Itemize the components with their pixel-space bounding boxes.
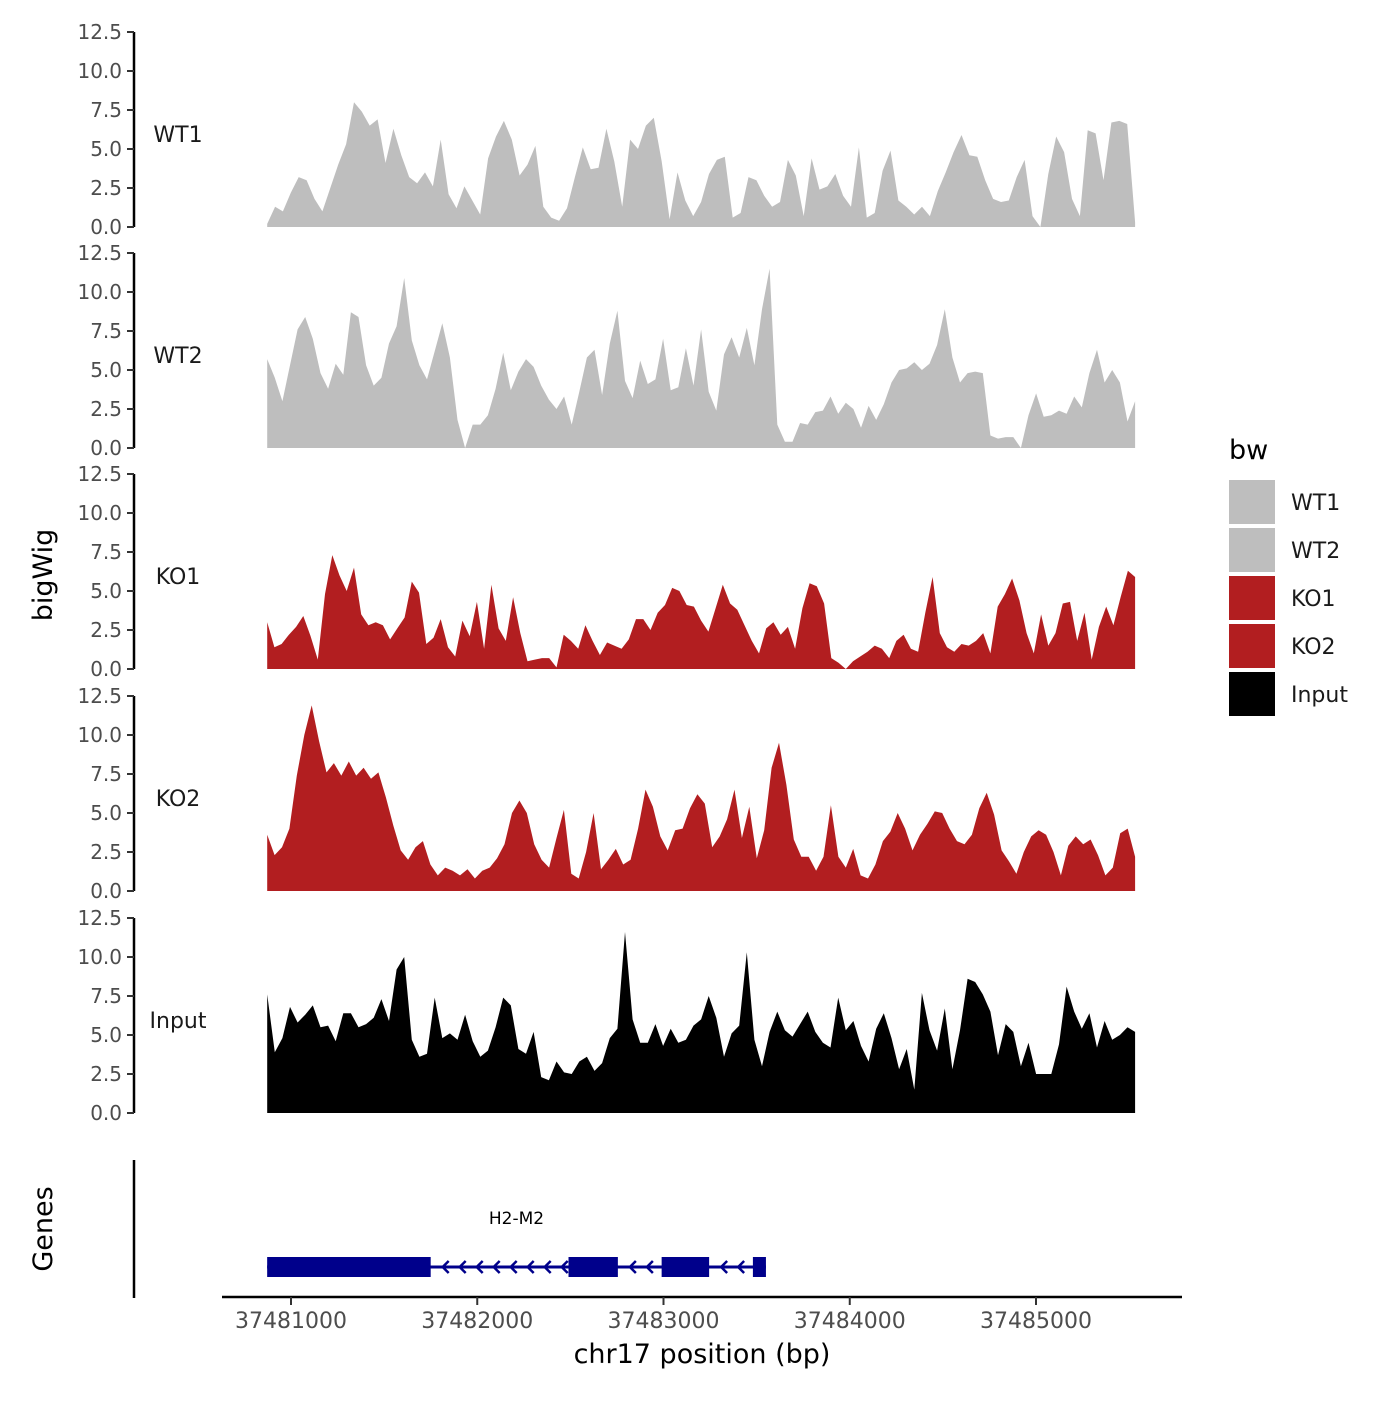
y-tick-label: 0.0 (90, 215, 122, 239)
legend-label-wt1: WT1 (1291, 491, 1340, 516)
y-tick-label: 12.5 (77, 906, 122, 930)
x-axis: chr17 position (bp) 37481000 37482000 3748… (222, 1295, 1182, 1370)
y-tick-label: 7.5 (90, 984, 122, 1008)
strand-arrow (628, 1260, 637, 1274)
y-axis-title: bigWig (28, 529, 59, 622)
area-ko2 (267, 705, 1136, 891)
y-tick-label: 2.5 (90, 176, 122, 200)
area-input (267, 932, 1136, 1113)
track-wt2: 0.0 2.5 5.0 7.5 10.0 12.5 WT2 (77, 241, 1136, 460)
y-tick-label: 7.5 (90, 319, 122, 343)
strand-arrow (491, 1260, 501, 1274)
x-tick-label: 37483000 (608, 1309, 720, 1334)
strand-arrow (719, 1260, 729, 1274)
strand-arrow (736, 1260, 746, 1274)
strand-arrow (508, 1260, 518, 1274)
y-tick-label: 10.0 (77, 501, 122, 525)
y-tick-label: 2.5 (90, 618, 122, 642)
legend-key-ko1 (1229, 576, 1275, 620)
y-tick-label: 5.0 (90, 1023, 122, 1047)
area-ko1 (267, 555, 1136, 669)
y-tick-label: 12.5 (77, 684, 122, 708)
area-wt2 (267, 268, 1136, 448)
gene-exon (661, 1257, 710, 1277)
track-label-wt2: WT2 (153, 344, 202, 369)
y-tick-label: 10.0 (77, 59, 122, 83)
x-tick-label: 37484000 (794, 1309, 906, 1334)
track-label-ko2: KO2 (156, 787, 201, 812)
strand-arrow (457, 1260, 467, 1274)
gene-track-title: Genes (28, 1186, 59, 1271)
y-tick-label: 0.0 (90, 657, 122, 681)
gene-exon (568, 1257, 618, 1277)
y-tick-label: 10.0 (77, 723, 122, 747)
y-tick-label: 12.5 (77, 20, 122, 44)
y-tick-label: 12.5 (77, 241, 122, 265)
y-tick-label: 7.5 (90, 762, 122, 786)
y-tick-label: 10.0 (77, 945, 122, 969)
legend-label-ko1: KO1 (1291, 587, 1336, 612)
legend-label-ko2: KO2 (1291, 635, 1336, 660)
y-tick-label: 5.0 (90, 579, 122, 603)
y-tick-label: 2.5 (90, 1062, 122, 1086)
track-input: 0.0 2.5 5.0 7.5 10.0 12.5 Input (77, 906, 1136, 1125)
gene-exon (752, 1257, 766, 1277)
strand-arrow (440, 1260, 450, 1274)
gene-exon (267, 1257, 431, 1277)
x-tick-label: 37482000 (421, 1309, 533, 1334)
track-label-ko1: KO1 (156, 565, 201, 590)
legend: bw WT1 WT2 KO1 KO2 Input (1229, 435, 1348, 716)
y-tick-label: 7.5 (90, 540, 122, 564)
strand-arrow (474, 1260, 484, 1274)
track-panels: 0.0 2.5 5.0 7.5 10.0 12.5 WT1 0.0 2.5 5.0 7.5 10.0 1… (77, 20, 1136, 1125)
legend-key-wt1 (1229, 480, 1275, 524)
track-ko2: 0.0 2.5 5.0 7.5 10.0 12.5 KO2 (77, 684, 1136, 903)
y-tick-label: 0.0 (90, 879, 122, 903)
track-label-input: Input (150, 1009, 207, 1034)
y-tick-label: 10.0 (77, 280, 122, 304)
x-axis-title: chr17 position (bp) (574, 1339, 831, 1370)
area-wt1 (267, 102, 1136, 227)
strand-arrow (525, 1260, 535, 1274)
legend-key-input (1229, 672, 1275, 716)
strand-arrow (559, 1260, 569, 1274)
gene-track: Genes H2-M2 (28, 1160, 766, 1298)
y-tick-label: 5.0 (90, 801, 122, 825)
y-tick-label: 2.5 (90, 840, 122, 864)
legend-label-wt2: WT2 (1291, 539, 1340, 564)
y-tick-label: 7.5 (90, 98, 122, 122)
legend-label-input: Input (1291, 683, 1348, 708)
strand-arrow (542, 1260, 552, 1274)
track-wt1: 0.0 2.5 5.0 7.5 10.0 12.5 WT1 (77, 20, 1136, 239)
y-tick-label: 0.0 (90, 1101, 122, 1125)
track-ko1: 0.0 2.5 5.0 7.5 10.0 12.5 KO1 (77, 462, 1136, 681)
x-tick-label: 37485000 (980, 1309, 1092, 1334)
gene-label: H2-M2 (489, 1209, 544, 1229)
y-tick-label: 2.5 (90, 397, 122, 421)
legend-key-wt2 (1229, 528, 1275, 572)
y-tick-label: 0.0 (90, 436, 122, 460)
track-label-wt1: WT1 (153, 123, 202, 148)
y-tick-label: 5.0 (90, 137, 122, 161)
strand-arrow (645, 1260, 654, 1274)
y-tick-label: 12.5 (77, 462, 122, 486)
x-tick-label: 37481000 (235, 1309, 347, 1334)
y-tick-label: 5.0 (90, 358, 122, 382)
legend-title: bw (1229, 435, 1268, 466)
legend-key-ko2 (1229, 624, 1275, 668)
